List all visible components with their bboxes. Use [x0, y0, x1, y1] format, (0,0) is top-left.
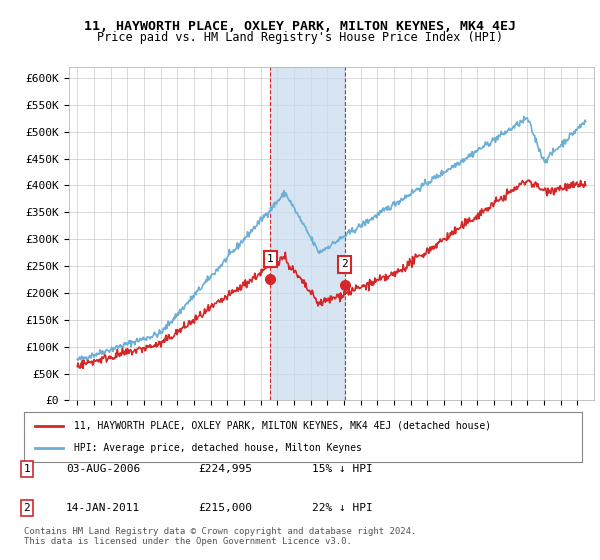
Text: 11, HAYWORTH PLACE, OXLEY PARK, MILTON KEYNES, MK4 4EJ (detached house): 11, HAYWORTH PLACE, OXLEY PARK, MILTON K… — [74, 421, 491, 431]
Text: 03-AUG-2006: 03-AUG-2006 — [66, 464, 140, 474]
Bar — [271, 67, 344, 400]
Text: 11, HAYWORTH PLACE, OXLEY PARK, MILTON KEYNES, MK4 4EJ: 11, HAYWORTH PLACE, OXLEY PARK, MILTON K… — [84, 20, 516, 32]
Text: Contains HM Land Registry data © Crown copyright and database right 2024.
This d: Contains HM Land Registry data © Crown c… — [24, 526, 416, 546]
Text: 15% ↓ HPI: 15% ↓ HPI — [312, 464, 373, 474]
Text: HPI: Average price, detached house, Milton Keynes: HPI: Average price, detached house, Milt… — [74, 443, 362, 453]
Text: 22% ↓ HPI: 22% ↓ HPI — [312, 503, 373, 513]
Text: 1: 1 — [23, 464, 31, 474]
Text: Price paid vs. HM Land Registry's House Price Index (HPI): Price paid vs. HM Land Registry's House … — [97, 31, 503, 44]
Text: £215,000: £215,000 — [198, 503, 252, 513]
Text: 2: 2 — [23, 503, 31, 513]
Text: 14-JAN-2011: 14-JAN-2011 — [66, 503, 140, 513]
Text: 2: 2 — [341, 259, 348, 269]
Text: 1: 1 — [267, 254, 274, 264]
Text: £224,995: £224,995 — [198, 464, 252, 474]
